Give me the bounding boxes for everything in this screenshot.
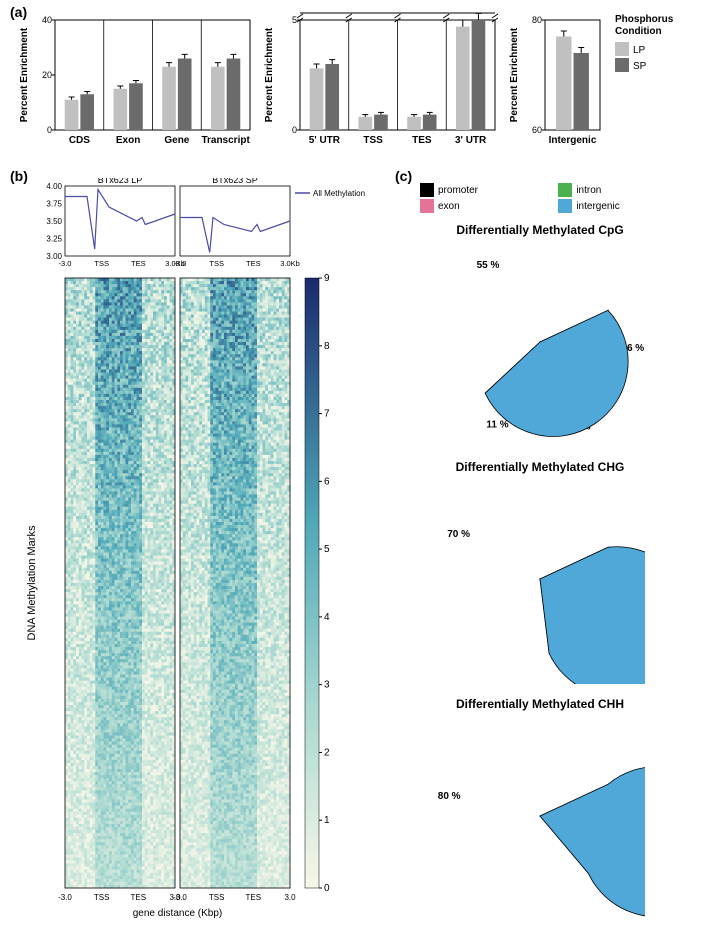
- svg-text:3.75: 3.75: [46, 200, 62, 209]
- svg-text:LP: LP: [633, 45, 646, 56]
- legend-text: intergenic: [576, 201, 619, 212]
- svg-text:TES: TES: [246, 259, 261, 268]
- svg-text:Transcript: Transcript: [201, 135, 250, 146]
- svg-text:20: 20: [42, 70, 52, 80]
- svg-text:Exon: Exon: [116, 135, 140, 146]
- pie-chart: Differentially Methylated CHG13 %8 %9 %7…: [380, 460, 700, 689]
- svg-text:CDS: CDS: [69, 135, 90, 146]
- svg-text:5: 5: [292, 15, 297, 25]
- panel-a: 0 20 40 Percent Enrichment CDS Exon Gene Transc…: [20, 10, 700, 165]
- legend-item-promoter: promoter: [420, 183, 538, 197]
- legend-text: exon: [438, 201, 460, 212]
- pie-chart: Differentially Methylated CHH11 %4 %6 %8…: [380, 697, 700, 926]
- legend-item-intron: intron: [558, 183, 680, 197]
- legend-swatch: [558, 199, 572, 213]
- svg-text:4.00: 4.00: [46, 182, 62, 191]
- svg-text:All Methylation: All Methylation: [313, 189, 365, 198]
- svg-text:-3.0: -3.0: [174, 259, 187, 268]
- legend-item-intergenic: intergenic: [558, 199, 680, 213]
- svg-text:Percent Enrichment: Percent Enrichment: [20, 27, 30, 122]
- svg-text:Gene: Gene: [164, 135, 189, 146]
- pie-title: Differentially Methylated CpG: [380, 223, 700, 237]
- legend-swatch: [420, 183, 434, 197]
- svg-text:3' UTR: 3' UTR: [455, 135, 487, 146]
- svg-text:TSS: TSS: [94, 259, 109, 268]
- svg-text:SP: SP: [633, 61, 647, 72]
- pie-title: Differentially Methylated CHG: [380, 460, 700, 474]
- svg-text:0: 0: [47, 125, 52, 135]
- svg-text:TSS: TSS: [363, 135, 383, 146]
- legend-text: intron: [576, 185, 601, 196]
- panel-c: promoter intron exon intergenic Differential…: [380, 178, 700, 923]
- legend-text: promoter: [438, 185, 478, 196]
- svg-text:TSS: TSS: [209, 259, 224, 268]
- svg-text:3.50: 3.50: [46, 217, 62, 226]
- svg-text:40: 40: [42, 15, 52, 25]
- svg-text:BTx623 SP: BTx623 SP: [212, 178, 258, 185]
- svg-text:3.0Kb: 3.0Kb: [280, 259, 300, 268]
- pie-legend: promoter intron exon intergenic: [380, 178, 700, 223]
- svg-text:TES: TES: [412, 135, 432, 146]
- svg-text:5' UTR: 5' UTR: [309, 135, 341, 146]
- svg-text:TES: TES: [131, 259, 146, 268]
- svg-text:-3.0: -3.0: [59, 259, 72, 268]
- svg-text:80: 80: [532, 15, 542, 25]
- svg-text:BTx623 LP: BTx623 LP: [98, 178, 143, 185]
- legend-item-exon: exon: [420, 199, 538, 213]
- legend-swatch: [420, 199, 434, 213]
- svg-text:Percent Enrichment: Percent Enrichment: [264, 27, 275, 122]
- panel-b: BTx623 LP3.003.253.503.754.00-3.0TSSTES3…: [20, 178, 375, 923]
- svg-text:Phosphorus: Phosphorus: [615, 14, 674, 25]
- svg-text:3.25: 3.25: [46, 235, 62, 244]
- svg-text:Percent Enrichment: Percent Enrichment: [509, 27, 520, 122]
- svg-text:Condition: Condition: [615, 26, 662, 37]
- svg-text:60: 60: [532, 125, 542, 135]
- pie-title: Differentially Methylated CHH: [380, 697, 700, 711]
- legend-swatch: [558, 183, 572, 197]
- pie-chart: Differentially Methylated CpG16 %18 %11 …: [380, 223, 700, 452]
- svg-text:0: 0: [292, 125, 297, 135]
- svg-text:Intergenic: Intergenic: [549, 135, 597, 146]
